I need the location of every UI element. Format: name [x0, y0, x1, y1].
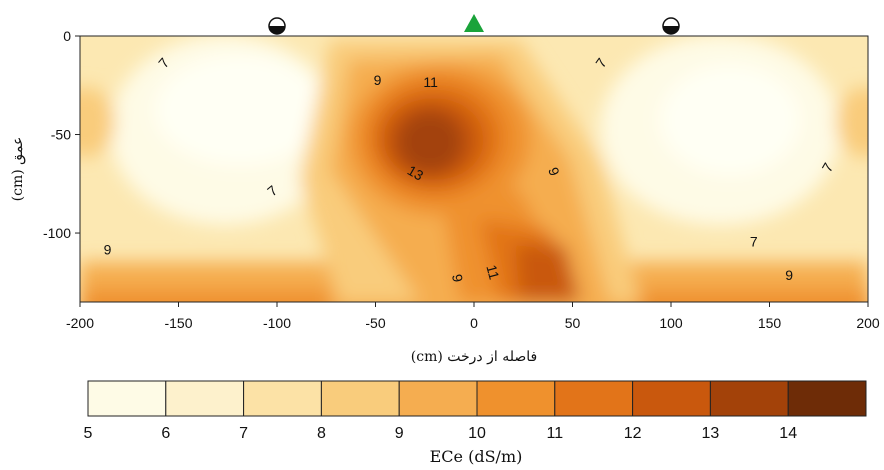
- contour-field: [80, 36, 868, 302]
- contour-fill-edge-left: [80, 87, 115, 157]
- x-tick-label: -150: [164, 315, 192, 331]
- y-axis: 0 -50 -100: [43, 28, 80, 241]
- contour-fill-edge-right: [836, 87, 868, 157]
- x-axis-label: فاصله از درخت (cm): [411, 349, 537, 365]
- x-tick-label: 50: [565, 315, 581, 331]
- contour-fill-lowest-right: [660, 65, 800, 175]
- half-circle-icon: [268, 17, 286, 35]
- contour-label: 9: [449, 273, 466, 284]
- contour-label: 11: [483, 263, 502, 281]
- colorbar-tick-label: 10: [468, 425, 486, 442]
- colorbar-swatch: [243, 380, 322, 417]
- contour-label: 7: [750, 234, 758, 250]
- colorbar-label: ECe (dS/m): [430, 447, 523, 466]
- colorbar-swatch: [398, 380, 478, 417]
- colorbar-tick-label: 5: [84, 425, 93, 442]
- colorbar-tick-label: 14: [779, 425, 797, 442]
- half-circle-fill: [663, 26, 679, 34]
- x-tick-label: 100: [659, 315, 683, 331]
- colorbar-swatch: [709, 380, 789, 417]
- tree-markers: [268, 14, 680, 35]
- x-tick-label: 200: [856, 315, 880, 331]
- contour-label: 9: [785, 267, 793, 283]
- contour-fill-bottom-right: [640, 290, 868, 302]
- contour-label: 13: [405, 162, 427, 184]
- contour-label: 9: [374, 72, 382, 88]
- half-circle-icon: [662, 17, 680, 35]
- colorbar-tick-label: 11: [546, 425, 563, 442]
- contour-fill-bottom-left: [80, 290, 330, 302]
- colorbar-tick-label: 6: [161, 425, 170, 442]
- colorbar: 5 6 7 8 9 10 11 12 13 14: [84, 380, 867, 442]
- colorbar-swatch: [320, 380, 400, 417]
- contour-label: 9: [104, 241, 112, 257]
- x-tick-label: 150: [758, 315, 782, 331]
- x-tick-label: 0: [470, 315, 478, 331]
- colorbar-swatch: [476, 380, 556, 417]
- colorbar-tick-label: 13: [702, 425, 720, 442]
- y-tick-label: 0: [63, 28, 71, 44]
- x-tick-label: -50: [365, 315, 385, 331]
- contour-fill-layers: [80, 36, 868, 302]
- colorbar-tick-label: 8: [317, 425, 326, 442]
- x-tick-label: -200: [66, 315, 94, 331]
- contour-fill-lowest-left: [155, 55, 325, 165]
- half-circle-fill: [269, 26, 285, 34]
- colorbar-swatch: [632, 380, 711, 417]
- y-tick-label: -50: [51, 127, 71, 143]
- x-tick-label: -100: [263, 315, 291, 331]
- colorbar-swatch: [554, 380, 634, 417]
- y-axis-label: عمق (cm): [10, 137, 26, 202]
- colorbar-swatch: [87, 380, 167, 417]
- colorbar-tick-label: 9: [395, 425, 404, 442]
- colorbar-swatch: [787, 380, 867, 417]
- contour-fill-stem-12: [515, 245, 580, 302]
- colorbar-swatch: [165, 380, 245, 417]
- y-tick-label: -100: [43, 225, 71, 241]
- contour-label: 11: [423, 74, 438, 90]
- tree-triangle-icon: [464, 14, 484, 32]
- contour-fill-plume-13: [396, 110, 464, 174]
- x-axis: -200 -150 -100 -50 0 50 100 150 200: [66, 302, 880, 331]
- colorbar-tick-label: 12: [624, 425, 642, 442]
- colorbar-tick-label: 7: [239, 425, 248, 442]
